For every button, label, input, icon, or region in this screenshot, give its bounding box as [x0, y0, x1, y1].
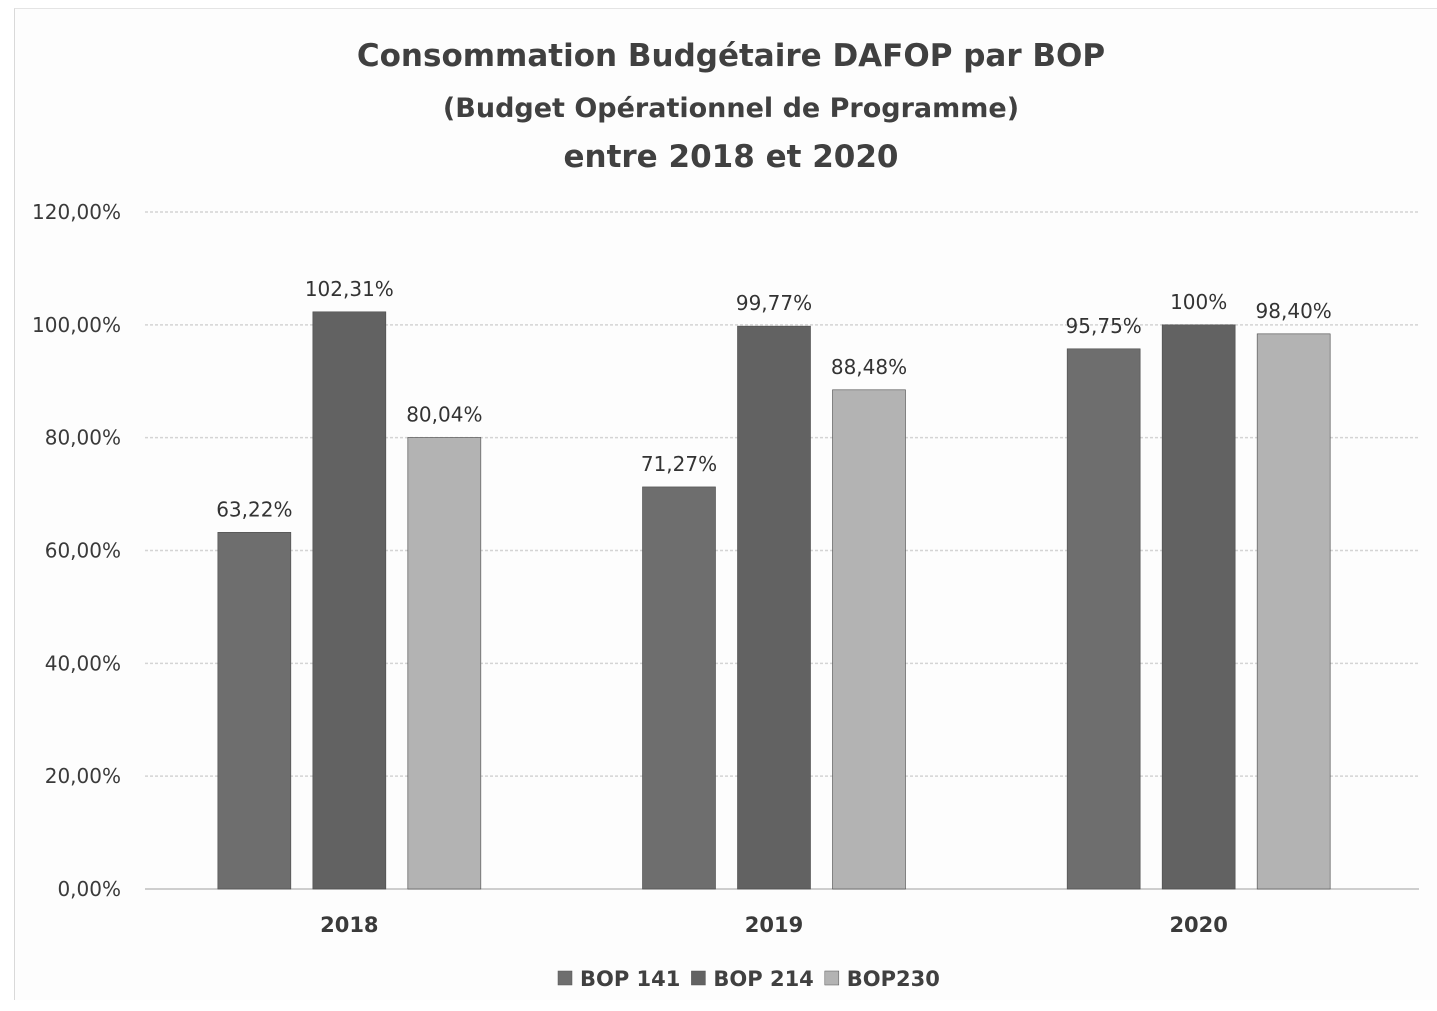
y-tick-label: 100,00% [32, 313, 121, 337]
x-category-label: 2020 [1169, 913, 1227, 937]
y-tick-label: 40,00% [45, 651, 121, 675]
legend-swatch [824, 970, 840, 986]
bar-bop214-2019 [737, 325, 811, 890]
x-category-label: 2018 [320, 913, 378, 937]
bar-bop141-2019 [642, 486, 716, 890]
data-label: 63,22% [216, 497, 292, 521]
bar-chart: Consommation Budgétaire DAFOP par BOP (B… [32, 38, 1419, 991]
chart-title-line-3: entre 2018 et 2020 [563, 139, 898, 175]
legend: BOP 141 BOP 214 BOP230 [557, 967, 940, 991]
data-label: 95,75% [1066, 314, 1142, 338]
legend-label: BOP 141 [580, 967, 680, 991]
data-labels: 63,22% 102,31% 80,04% 71,27% 99,77% 88,48% 95,… [216, 277, 1332, 522]
legend-label: BOP 214 [713, 967, 813, 991]
chart-title: Consommation Budgétaire DAFOP par BOP (B… [357, 38, 1105, 175]
legend-swatch [691, 970, 706, 986]
y-tick-label: 80,00% [45, 426, 121, 450]
y-tick-label: 120,00% [32, 200, 121, 224]
bar-bop214-2018 [312, 311, 387, 890]
chart-title-line-2: (Budget Opérationnel de Programme) [443, 93, 1019, 124]
y-tick-label: 60,00% [45, 539, 121, 563]
chart-frame: Consommation Budgétaire DAFOP par BOP (B… [14, 8, 1437, 1000]
data-label: 102,31% [305, 277, 394, 301]
bar-bop141-2018 [217, 532, 292, 890]
bar-bop230-2019 [832, 389, 906, 890]
bar-bop141-2020 [1066, 348, 1141, 890]
bars [217, 311, 1331, 890]
x-axis-category-labels: 2018 2019 2020 [320, 913, 1228, 937]
y-tick-label: 20,00% [45, 764, 121, 788]
legend-label: BOP230 [847, 967, 940, 991]
legend-swatch [557, 970, 573, 986]
data-label: 99,77% [736, 291, 812, 315]
bar-bop230-2018 [407, 437, 482, 890]
x-category-label: 2019 [745, 913, 803, 937]
chart-title-line-1: Consommation Budgétaire DAFOP par BOP [357, 38, 1105, 74]
data-label: 98,40% [1256, 299, 1332, 323]
y-tick-label: 0,00% [57, 877, 121, 901]
y-axis-tick-labels: 0,00% 20,00% 40,00% 60,00% 80,00% 100,00% 120,… [32, 200, 121, 901]
bar-bop214-2020 [1161, 324, 1236, 890]
data-label: 100% [1170, 290, 1227, 314]
data-label: 88,48% [831, 355, 907, 379]
data-label: 71,27% [641, 452, 717, 476]
bar-bop230-2020 [1256, 333, 1331, 890]
data-label: 80,04% [406, 402, 482, 426]
